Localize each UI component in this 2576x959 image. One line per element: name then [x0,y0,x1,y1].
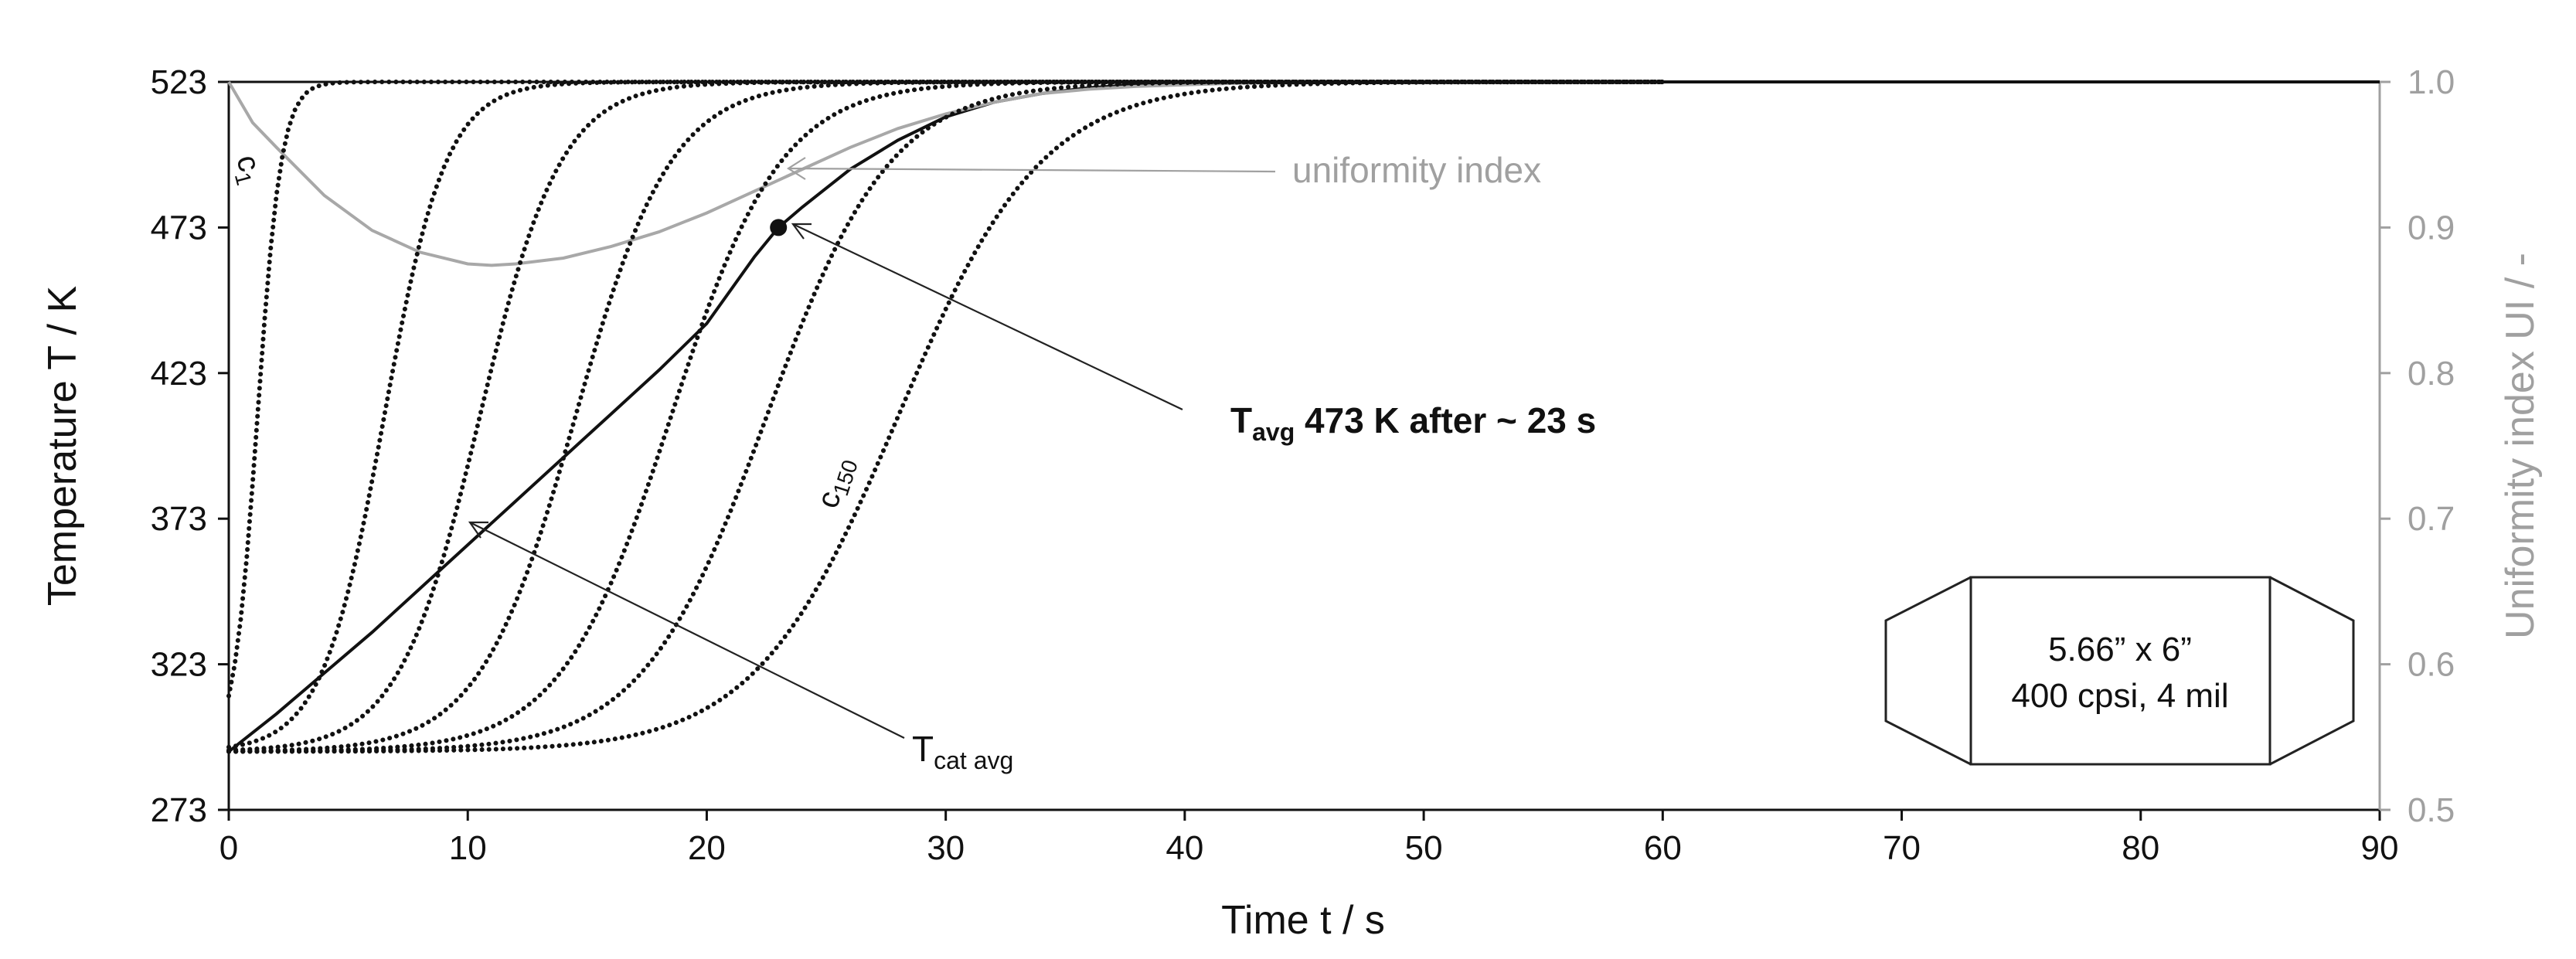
c150-label-sub: 150 [829,457,863,498]
c150-label: c150 [811,453,863,514]
series-dotted-8 [226,80,1666,754]
tavg-label-sub: avg [1252,418,1295,446]
x-tick-label: 90 [2361,829,2399,867]
uniformity-arrow-head [786,157,806,180]
annotation-arrows [468,157,1276,739]
x-tick-label: 0 [219,829,238,867]
x-tick-label: 70 [1883,829,1921,867]
series-dotted-5 [226,80,1666,753]
y2-axis-ticks: 0.5 0.6 0.7 0.8 0.9 1.0 [2380,63,2455,829]
y-axis-ticks: 273 323 373 423 473 523 [151,63,229,829]
y2-tick-label: 0.9 [2408,209,2455,247]
c1-label-sub: 1 [230,170,257,188]
uniformity-arrow-line [788,167,1276,173]
x-tick-label: 20 [688,829,726,867]
tavg-label-main: T [1230,400,1252,440]
tcat-label-main: T [912,729,934,769]
x-tick-label: 10 [449,829,487,867]
y-axis-title: Temperature T / K [40,286,85,607]
y-tick-label: 323 [151,646,207,684]
y2-tick-label: 0.5 [2408,791,2455,829]
x-tick-label: 60 [1644,829,1682,867]
converter-inset: 5.66” x 6” 400 cpsi, 4 mil [1884,576,2355,766]
inset-body [1969,576,2271,766]
inset-inlet-cone [1884,576,1972,766]
series-dotted-6 [226,80,1666,754]
y2-axis-title: Uniformity index UI / - [2498,253,2543,639]
tavg-label: Tavg 473 K after ~ 23 s [1230,400,1596,446]
y2-tick-label: 0.6 [2408,646,2455,684]
y-tick-label: 423 [151,355,207,393]
tavg-arrow-head [791,223,812,240]
tcat-label-sub: cat avg [934,746,1013,774]
y2-tick-label: 1.0 [2408,63,2455,101]
series-dotted-7 [226,80,1666,754]
tavg-label-rest: 473 K after ~ 23 s [1295,400,1596,440]
uniformity-label: uniformity index [1292,150,1541,190]
series-layer [226,80,2380,754]
y-tick-label: 523 [151,63,207,101]
inset-outlet-cone [2269,576,2355,766]
inset-line2: 400 cpsi, 4 mil [2011,677,2228,715]
tcat-arrow-line [469,522,905,739]
tavg-marker [770,219,788,236]
series-dotted-3 [226,80,1666,750]
tcat-label: Tcat avg [912,729,1013,774]
tavg-arrow-line [792,223,1183,410]
y2-tick-label: 0.8 [2408,355,2455,393]
tcat-arrow-head [468,521,488,539]
x-tick-label: 40 [1165,829,1203,867]
x-axis-ticks: 0 10 20 30 40 50 60 70 80 90 [219,810,2399,867]
x-tick-label: 30 [927,829,965,867]
x-axis-title: Time t / s [1221,898,1385,943]
y-tick-label: 473 [151,209,207,247]
y2-tick-label: 0.7 [2408,500,2455,538]
y-tick-label: 373 [151,500,207,538]
y-tick-label: 273 [151,791,207,829]
x-tick-label: 50 [1405,829,1443,867]
x-tick-label: 80 [2122,829,2159,867]
c1-label: c1 [226,151,270,188]
inset-line1: 5.66” x 6” [2048,631,2192,668]
